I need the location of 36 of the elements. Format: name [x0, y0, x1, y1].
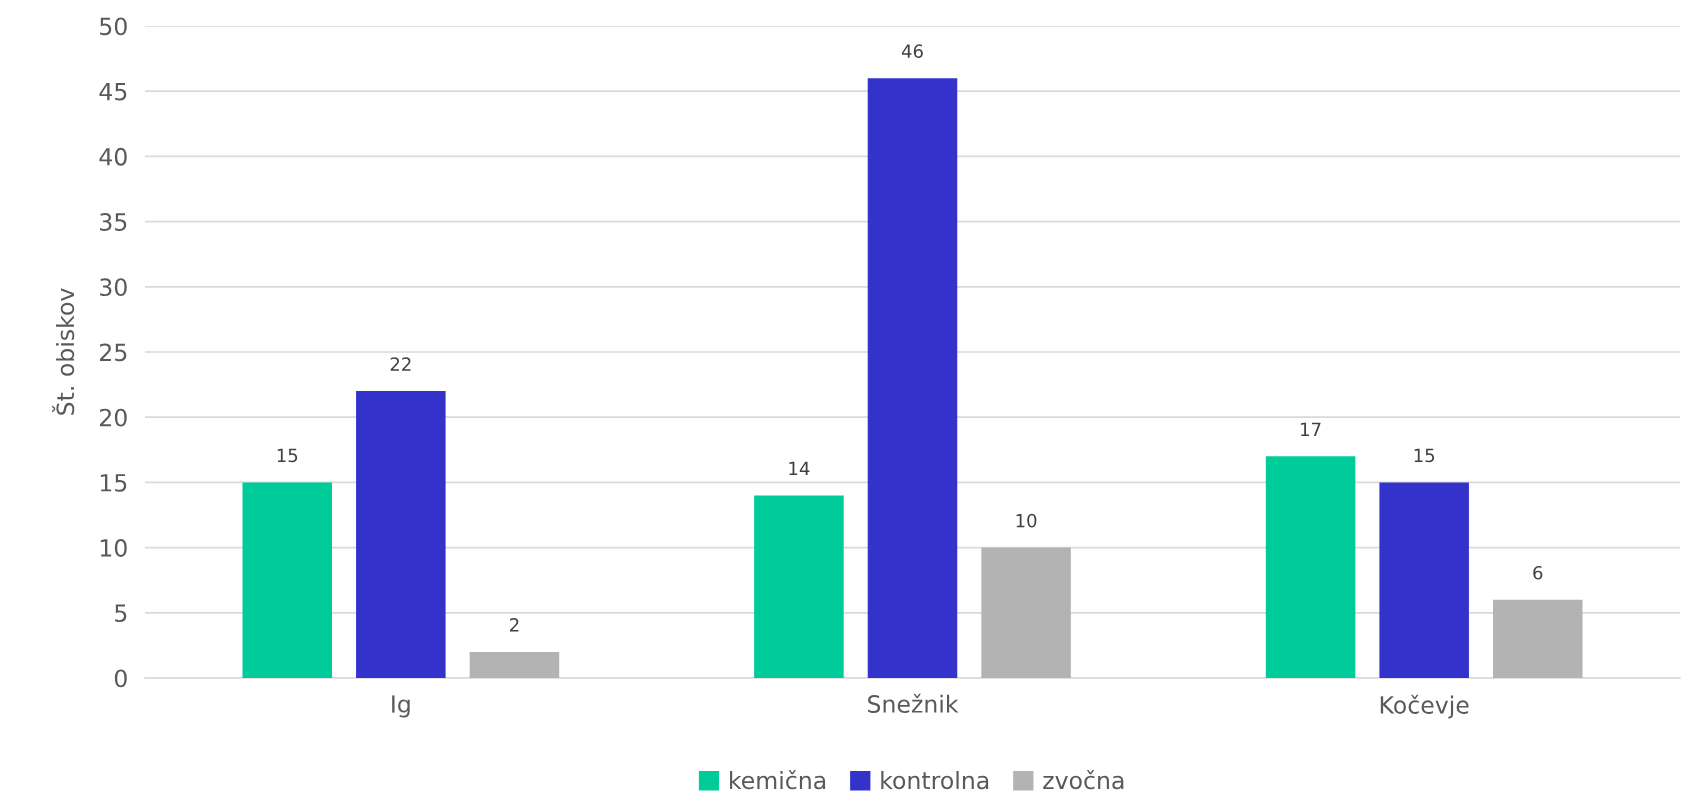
- y-tick-label: 40: [99, 147, 127, 166]
- data-label: 17: [1301, 422, 1321, 436]
- bar: [1379, 482, 1469, 678]
- y-tick-label: 20: [100, 408, 127, 427]
- bar: [981, 547, 1071, 678]
- legend-label: kemična: [730, 770, 826, 790]
- bar: [242, 482, 333, 678]
- y-tick-label: 10: [100, 539, 127, 557]
- bar: [1265, 456, 1356, 678]
- data-label: 2: [510, 618, 519, 632]
- data-label: 15: [1414, 448, 1435, 463]
- x-tick-label: Snežnik: [868, 693, 959, 713]
- legend-label: zvočna: [1043, 770, 1124, 790]
- y-tick-label: 50: [100, 17, 127, 36]
- y-tick-label: 5: [115, 604, 127, 623]
- y-tick-label: 0: [114, 669, 127, 688]
- data-label: 6: [1533, 565, 1543, 580]
- x-tick-label: Ig: [392, 695, 410, 718]
- y-tick-label: 35: [100, 213, 127, 231]
- bar: [1492, 599, 1583, 678]
- data-label: 14: [789, 461, 810, 476]
- bar: [469, 651, 560, 678]
- y-tick-label: 15: [100, 474, 127, 492]
- bar: [867, 78, 958, 678]
- data-label: 15: [277, 448, 298, 463]
- y-axis-title: Št. obiskov: [52, 288, 75, 415]
- data-label: 22: [390, 357, 411, 371]
- legend-label: kontrolna: [881, 770, 989, 790]
- data-label: 10: [1016, 513, 1037, 528]
- bar: [356, 391, 446, 678]
- x-tick-label: Kočevje: [1380, 694, 1469, 719]
- y-tick-label: 25: [100, 343, 127, 362]
- bar: [754, 495, 844, 678]
- y-tick-label: 45: [99, 82, 127, 101]
- data-label: 46: [901, 44, 923, 58]
- y-tick-label: 30: [100, 278, 127, 297]
